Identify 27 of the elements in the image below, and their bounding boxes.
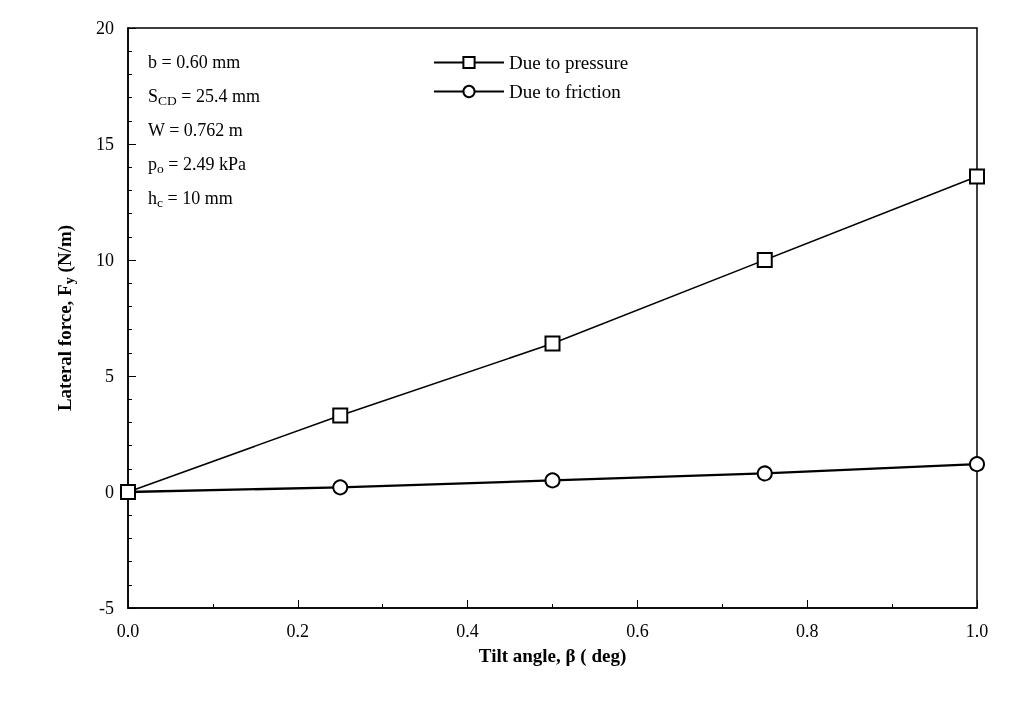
y-tick-label: 0: [105, 482, 114, 502]
point: [969, 456, 985, 473]
annotation: W = 0.762 m: [148, 120, 243, 140]
y-tick-label: -5: [99, 598, 114, 618]
y-tick-label: 15: [96, 134, 114, 154]
x-tick-label: 1.0: [965, 621, 989, 641]
legend-label: Due to friction: [509, 81, 622, 102]
point: [544, 472, 561, 489]
point: [332, 479, 349, 496]
point: [544, 335, 561, 352]
point: [756, 252, 773, 268]
y-axis-title: Lateral force, Fy (N/m): [54, 224, 77, 412]
point: [332, 407, 349, 424]
point: [969, 168, 985, 185]
x-tick-label: 0.6: [626, 621, 649, 641]
y-tick-label: 10: [96, 250, 114, 270]
x-axis-title: Tilt angle, β ( deg): [478, 645, 627, 667]
point: [120, 484, 136, 500]
y-tick-label: 5: [105, 366, 114, 386]
annotation: b = 0.60 mm: [148, 52, 241, 72]
x-tick-label: 0.8: [795, 621, 819, 641]
x-tick-label: 0.0: [116, 621, 140, 641]
legend-label: Due to pressure: [509, 52, 629, 73]
point: [756, 465, 773, 482]
x-tick-label: 0.2: [286, 621, 310, 641]
x-tick-label: 0.4: [456, 621, 479, 641]
y-tick-label: 20: [96, 18, 114, 38]
